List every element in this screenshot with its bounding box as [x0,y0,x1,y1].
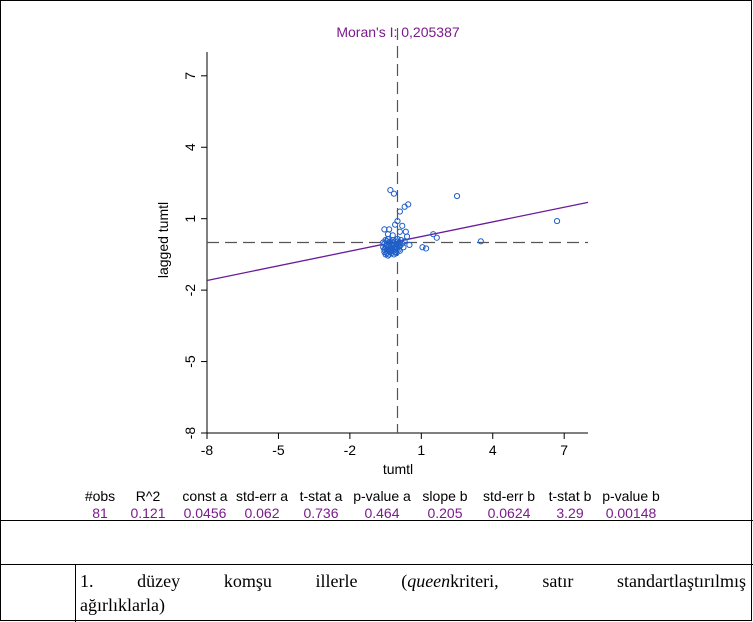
data-points [380,187,561,259]
caption-line-1: 1. düzey komşu illerle (queenkriteri, sa… [80,569,746,593]
caption-italic: queen [407,571,451,591]
stat-value: 0.736 [303,505,338,520]
stat-header: std-err a [236,488,288,504]
data-point [395,242,402,250]
regression-stats: #obs R^2 const a std-err a t-stat a p-value a… [85,488,660,520]
y-axis-label: lagged tumtl [155,202,171,278]
stat-header: p-value b [602,488,660,504]
data-point [390,190,398,197]
y-tick-label: -2 [182,284,198,297]
moran-scatterplot: Moran's I: 0,205387 -8 -5 -2 1 4 7 741-2-5-8 … [85,24,660,520]
x-tick-label: 7 [560,442,568,458]
y-tick-label: 1 [182,215,198,223]
data-point [396,239,403,246]
x-tick-label: -5 [272,442,285,458]
x-tick-label: 4 [489,442,497,458]
data-point [396,208,403,215]
x-axis-label: tumtl [383,461,413,477]
data-point [406,241,413,248]
stat-value: 81 [92,505,108,520]
stat-value: 3.29 [556,505,583,520]
data-point [419,244,426,251]
stat-header: p-value a [353,488,411,504]
caption-column-divider [75,565,76,622]
stat-header: const a [182,488,227,504]
stat-value: 0.121 [130,505,165,520]
stat-header: slope b [422,488,467,504]
x-tick-label: -2 [344,442,357,458]
y-tick-label: -8 [182,427,198,440]
stat-value: 0.464 [364,505,399,520]
data-point [381,226,388,233]
data-point [433,234,440,241]
caption-line-2: ağırlıklarla) [80,595,165,615]
stat-header: t-stat b [549,488,592,504]
stat-header: std-err b [483,488,535,504]
data-point [553,217,561,225]
stat-header: t-stat a [300,488,343,504]
stat-value: 0.00148 [606,505,657,520]
caption-text-b: kriteri, satır standartlaştırılmış [450,571,746,591]
data-point [405,201,412,208]
stat-value: 0.062 [244,505,279,520]
y-tick-labels: 7 4 1 -2 -5 -8 [182,72,198,440]
data-point [399,222,406,229]
data-point [477,238,484,245]
stat-value: 0.205 [427,505,462,520]
data-point [453,192,461,200]
stat-header: R^2 [136,488,161,504]
figure-caption: 1. düzey komşu illerle (queenkriteri, sa… [80,569,746,617]
y-tick-label: 7 [182,72,198,80]
data-point [422,245,430,252]
y-tick-label: 4 [182,143,198,151]
x-tick-label: 1 [417,442,425,458]
data-point [396,228,403,235]
data-point [394,217,401,225]
x-tick-label: -8 [201,442,214,458]
stat-value: 0.0624 [488,505,531,520]
chart-title: Moran's I: 0,205387 [336,24,460,40]
divider-caption [0,564,753,565]
caption-text-a: 1. düzey komşu illerle ( [80,571,408,591]
x-tick-labels: -8 -5 -2 1 4 7 [201,442,569,458]
stat-value: 0.0456 [184,505,227,520]
stat-header: #obs [85,488,115,504]
y-tick-label: -5 [182,355,198,368]
data-point [387,187,394,194]
data-point [430,231,437,238]
data-point [403,233,411,240]
divider-top [0,520,753,521]
